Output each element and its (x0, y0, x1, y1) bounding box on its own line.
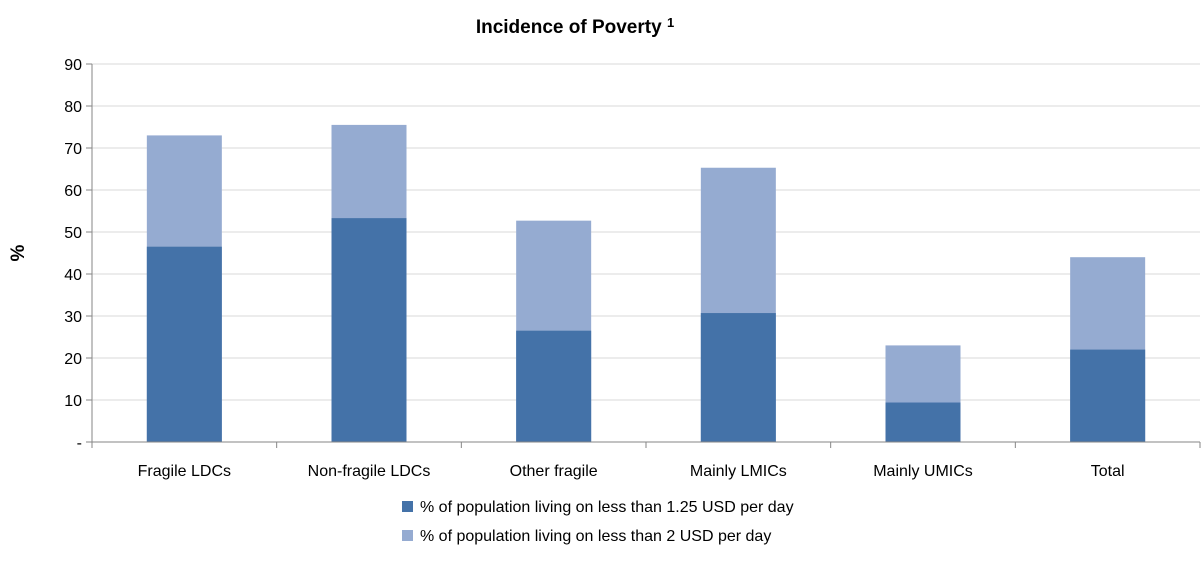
bar-125usd (885, 402, 961, 442)
y-tick-label: 90 (64, 57, 82, 74)
x-tick-label: Other fragile (510, 463, 598, 480)
y-tick-label: 80 (64, 99, 82, 116)
bar-125usd (146, 246, 222, 442)
x-tick-label: Non-fragile LDCs (308, 463, 431, 480)
bar-125usd (516, 330, 592, 442)
axes: - 10 20 30 40 50 60 70 80 90 Fragile LDCs Non-fragi… (64, 57, 1201, 480)
x-tick-label: Fragile LDCs (138, 463, 231, 480)
bar-125usd (1070, 349, 1146, 442)
bar-125usd (331, 218, 407, 442)
y-tick-label: 70 (64, 141, 82, 158)
y-tick-label: 30 (64, 309, 82, 326)
legend-swatch (402, 530, 413, 541)
y-tick-label: 50 (64, 225, 82, 242)
x-tick-label: Mainly LMICs (690, 463, 787, 480)
bar-125usd (700, 313, 776, 442)
y-tick-label: 20 (64, 351, 82, 368)
y-tick-label: - (77, 435, 82, 452)
chart-title-main: Incidence of Poverty (476, 17, 662, 38)
grid-lines (92, 63, 1200, 401)
legend-label: % of population living on less than 1.25… (420, 499, 794, 516)
legend-swatch (402, 501, 413, 512)
x-tick-label: Mainly UMICs (873, 463, 973, 480)
legend: % of population living on less than 1.25… (402, 499, 794, 545)
y-axis-label: % (8, 244, 29, 261)
bars (146, 124, 1146, 443)
y-tick-label: 10 (64, 393, 82, 410)
y-tick-label: 60 (64, 183, 82, 200)
y-tick-label: 40 (64, 267, 82, 284)
x-tick-label: Total (1091, 463, 1125, 480)
chart-title: Incidence of Poverty 1 (476, 15, 674, 38)
legend-label: % of population living on less than 2 US… (420, 528, 771, 545)
chart-title-superscript: 1 (667, 15, 674, 30)
